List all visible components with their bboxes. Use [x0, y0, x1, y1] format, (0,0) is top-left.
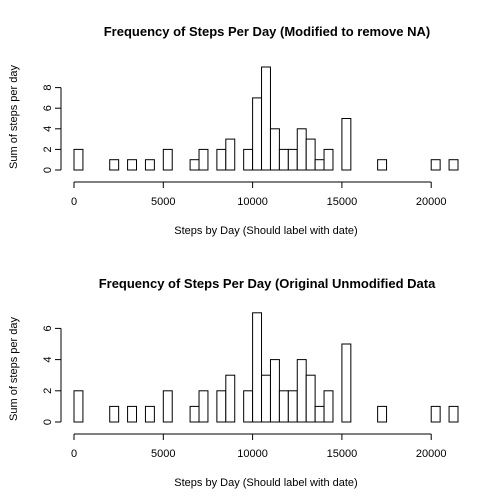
y-axis-title: Sum of steps per day	[8, 65, 20, 169]
histogram-bar	[323, 148, 334, 171]
y-tick-label: 0	[42, 167, 54, 173]
histogram-bar	[127, 405, 138, 423]
histogram-bar	[216, 390, 227, 423]
x-tick-label: 5000	[151, 196, 175, 208]
histogram-bar	[269, 128, 280, 171]
chart-title: Frequency of Steps Per Day (Original Unm…	[99, 276, 436, 291]
y-tick-label: 0	[42, 419, 54, 425]
x-tick-label: 20000	[416, 448, 447, 460]
y-tick-label: 4	[42, 357, 54, 363]
histogram-bar	[109, 159, 120, 171]
chart-panel-2: Frequency of Steps Per Day (Original Unm…	[8, 276, 459, 489]
histogram-bar	[323, 390, 334, 423]
histogram-bar	[109, 405, 120, 423]
histogram-bar	[162, 148, 173, 171]
histogram-bar	[430, 405, 441, 423]
histogram-bar	[261, 374, 271, 423]
x-tick-label: 5000	[151, 448, 175, 460]
histogram-bar	[225, 374, 236, 423]
histogram-bar	[341, 118, 352, 171]
histogram-bar	[287, 148, 298, 171]
histogram-bar	[198, 390, 209, 423]
histogram-bar	[314, 159, 325, 171]
x-tick-label: 10000	[237, 196, 268, 208]
x-axis-title: Steps by Day (Should label with date)	[174, 477, 357, 489]
histogram-bar	[341, 343, 352, 423]
histogram-bar	[377, 405, 388, 423]
histogram-bar	[127, 159, 138, 171]
y-tick-label: 6	[42, 105, 54, 111]
histogram-bar	[252, 97, 263, 171]
y-tick-label: 6	[42, 325, 54, 331]
histogram-bar	[189, 159, 200, 171]
histogram-bar	[448, 159, 459, 171]
histogram-bar	[73, 390, 84, 423]
y-tick-label: 2	[42, 146, 54, 152]
x-tick-label: 0	[71, 448, 77, 460]
histogram-bar	[305, 374, 316, 423]
y-tick-label: 8	[42, 85, 54, 91]
histogram-bar	[448, 405, 459, 423]
x-tick-label: 10000	[237, 448, 268, 460]
histogram-bar	[162, 390, 173, 423]
x-tick-label: 15000	[327, 196, 358, 208]
histogram-bar	[296, 128, 307, 171]
histogram-bar	[243, 390, 254, 423]
histogram-bar	[216, 148, 227, 171]
histogram-bar	[225, 138, 236, 171]
chart-title: Frequency of Steps Per Day (Modified to …	[104, 24, 431, 39]
histogram-bar	[144, 405, 155, 423]
histogram-bar	[198, 148, 209, 171]
histogram-bar	[73, 148, 84, 171]
histogram-bar	[243, 148, 254, 171]
y-tick-label: 4	[42, 126, 54, 132]
histogram-bar	[430, 159, 441, 171]
y-axis-title: Sum of steps per day	[8, 317, 20, 421]
x-tick-label: 20000	[416, 196, 447, 208]
x-tick-label: 15000	[327, 448, 358, 460]
y-tick-label: 2	[42, 388, 54, 394]
x-tick-label: 0	[71, 196, 77, 208]
x-axis-title: Steps by Day (Should label with date)	[174, 225, 357, 237]
histogram-bar	[269, 359, 280, 423]
histogram-bar	[278, 390, 289, 423]
chart-panel-1: Frequency of Steps Per Day (Modified to …	[8, 24, 459, 237]
histogram-bar	[305, 138, 316, 171]
histogram-bar	[296, 359, 307, 423]
histogram-bar	[314, 405, 325, 423]
histogram-bar	[377, 159, 388, 171]
histogram-bar	[278, 148, 289, 171]
histogram-bar	[287, 390, 298, 423]
histogram-bar	[189, 405, 200, 423]
histogram-bar	[261, 66, 271, 171]
histogram-bar	[252, 312, 263, 423]
histogram-bar	[144, 159, 155, 171]
